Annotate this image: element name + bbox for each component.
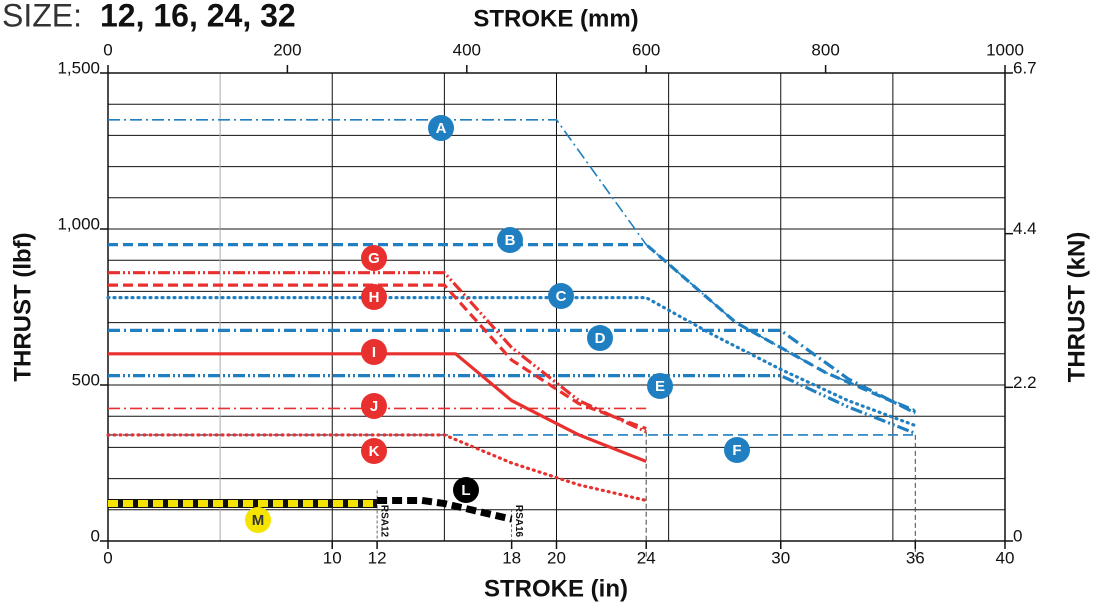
x-tick-label: 30 (771, 548, 790, 567)
series-line (108, 328, 917, 415)
legend-label: E (655, 378, 665, 395)
x-tick-label: 36 (906, 548, 925, 567)
x-tick-label: 10 (323, 548, 342, 567)
x2-axis-title: STROKE (mm) (473, 5, 638, 32)
y2-tick-label: 0 (1013, 526, 1022, 545)
legend-label: C (556, 288, 567, 305)
series-line (106, 433, 648, 503)
legend-marker (361, 339, 387, 365)
legend-marker (647, 373, 673, 399)
legend-label: I (372, 344, 376, 361)
legend-label: L (461, 482, 470, 499)
series-line (108, 119, 916, 411)
legend-label: A (436, 120, 447, 137)
x2-tick-label: 0 (103, 40, 112, 59)
legend-label: G (368, 250, 380, 267)
x-tick-label: 18 (502, 548, 521, 567)
legend-marker (361, 393, 387, 419)
x-tick-label: 24 (637, 548, 656, 567)
y2-tick-label: 2.2 (1013, 373, 1037, 392)
series-line (108, 352, 647, 463)
annotation: RSA12 (378, 505, 389, 538)
y2-tick-label: 4.4 (1013, 219, 1037, 238)
x-tick-label: 0 (103, 548, 112, 567)
y-tick-label: 0 (91, 526, 100, 545)
series-line (108, 283, 647, 431)
x2-tick-label: 200 (273, 40, 301, 59)
legend-marker (428, 115, 454, 141)
x-tick-label: 12 (368, 548, 387, 567)
legend-label: M (252, 512, 265, 529)
legend-marker (361, 438, 387, 464)
legend-marker (361, 284, 387, 310)
y-axis-title: THRUST (lbf) (9, 232, 36, 381)
y-tick-label: 1,500 (57, 58, 100, 77)
legend-label: F (732, 442, 741, 459)
y-tick-label: 1,000 (57, 214, 100, 233)
legend-marker (361, 245, 387, 271)
legend-marker (453, 477, 479, 503)
series-line (377, 496, 513, 523)
y-tick-label: 500 (72, 370, 100, 389)
series-line (108, 374, 916, 435)
x-tick-label: 20 (547, 548, 566, 567)
x-tick-label: 40 (996, 548, 1015, 567)
x-axis-title: STROKE (in) (484, 575, 628, 602)
y2-axis-title: THRUST (kN) (1063, 232, 1090, 383)
x2-tick-label: 400 (453, 40, 481, 59)
title-prefix: SIZE: (2, 0, 82, 33)
legend-marker (548, 283, 574, 309)
legend-label: H (369, 289, 380, 306)
legend-marker (245, 507, 271, 533)
legend-label: B (505, 232, 516, 249)
legend-marker (724, 437, 750, 463)
legend-marker (497, 227, 523, 253)
annotation: RSA16 (513, 505, 524, 538)
chart-title: 12, 16, 24, 32 (100, 0, 296, 33)
legend-label: D (595, 330, 606, 347)
x2-tick-label: 1000 (986, 40, 1024, 59)
x2-tick-label: 600 (632, 40, 660, 59)
legend-marker (587, 325, 613, 351)
y2-tick-label: 6.7 (1013, 58, 1037, 77)
series-line (108, 243, 916, 413)
x2-tick-label: 800 (811, 40, 839, 59)
legend-label: J (370, 398, 378, 415)
legend-label: K (369, 443, 380, 460)
